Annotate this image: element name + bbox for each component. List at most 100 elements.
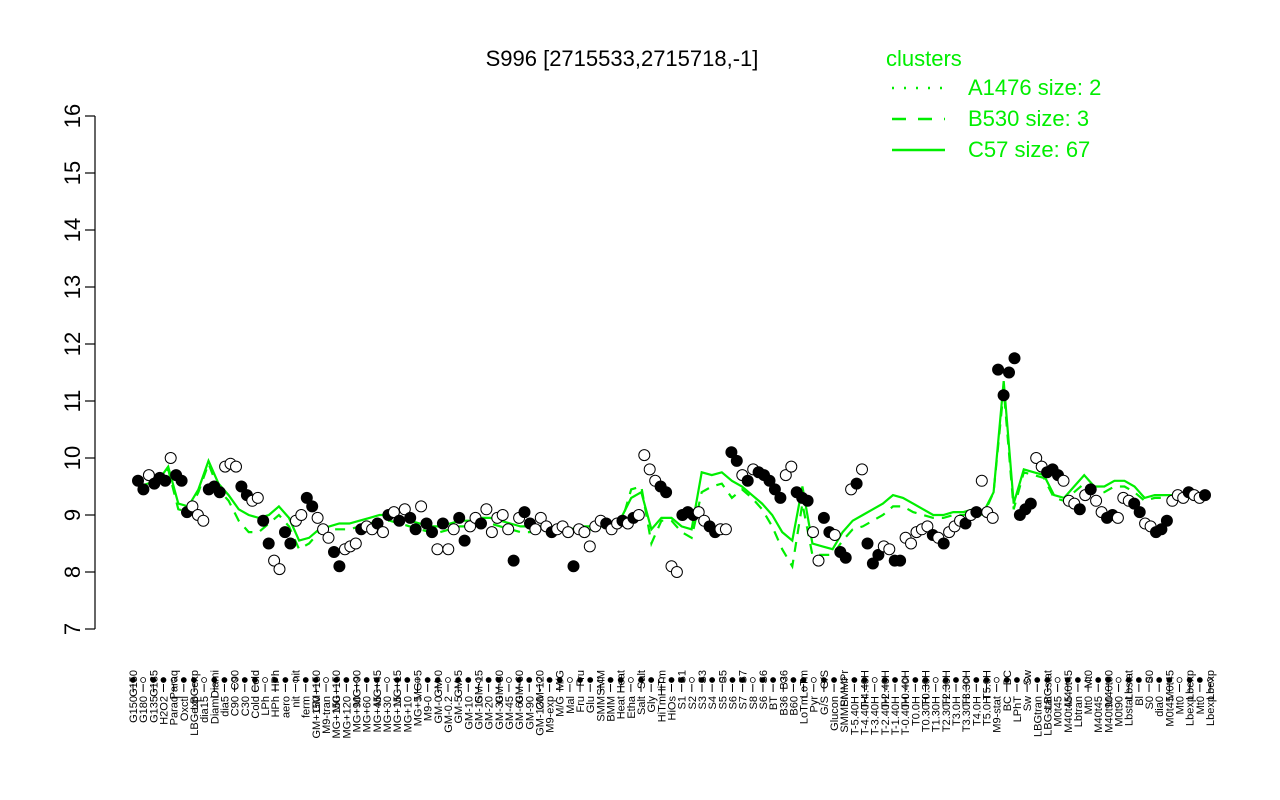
x-tick-mark [902,677,909,683]
x-tick-label-upper: G150 [128,670,140,697]
x-tick-mark [526,677,533,683]
x-tick-mark [1095,677,1102,683]
x-tick-mark [180,677,187,683]
x-tick-label: MG+45 [372,696,384,732]
x-tick-mark [323,677,329,683]
y-tick-label: 11 [60,390,85,413]
x-tick-label: MG+10 [402,696,414,732]
x-tick-mark [1207,677,1213,683]
data-point [317,523,330,536]
x-tick-mark [973,677,980,683]
x-tick-mark [922,677,929,683]
x-tick-mark [810,677,817,683]
x-tick-label-upper: M40t45 [1063,670,1075,707]
x-tick-mark [414,677,421,683]
data-point [398,503,411,516]
x-tick-mark [1014,677,1020,683]
data-point [807,526,819,539]
x-tick-mark [191,677,197,683]
data-point [268,554,281,567]
x-tick-mark [130,677,136,683]
data-point [670,566,683,578]
x-tick-label: H2O2 [158,696,170,725]
x-tick-label: S6 [758,696,770,709]
x-tick-label-upper: S5 [717,670,729,683]
x-tick-mark [150,677,157,683]
data-point [306,500,319,513]
x-tick-mark [353,677,360,683]
data-point [763,474,776,487]
data-point [774,491,787,504]
data-point [959,517,972,530]
data-point [785,460,798,473]
x-tick-mark [394,677,401,683]
x-tick-label-upper: B36 [778,670,790,690]
x-tick-label: LPh [260,696,272,716]
x-tick-label: M/G [555,696,567,717]
y-tick-label: 13 [60,275,85,299]
x-tick-mark [963,677,970,683]
x-tick-label: M0t45 [1164,696,1176,727]
data-point [1024,497,1037,510]
x-tick-mark [160,677,167,683]
x-tick-label-upper: T3.30H [961,670,973,706]
x-tick-mark [770,677,777,683]
data-point [502,523,515,536]
x-tick-mark [404,677,411,683]
x-tick-mark [241,677,248,683]
x-tick-label-upper: Paraq [169,670,181,699]
data-point [322,531,335,544]
x-tick-label: S2 [687,696,699,709]
data-point [137,483,150,496]
x-tick-label: T-1.40H [890,696,902,735]
x-tick-label: S3 [697,696,709,709]
x-tick-mark [688,677,695,683]
data-point [1003,366,1015,379]
x-tick-mark [993,677,1000,683]
x-tick-mark [1196,677,1203,683]
x-tick-mark [607,677,614,683]
x-tick-label-upper: Mt0 [1083,670,1095,688]
x-tick-mark [343,677,350,683]
x-tick-label: HiOs [667,696,679,721]
x-tick-label: GM-30 [494,696,506,730]
x-tick-label-upper: MG+150 [331,670,343,713]
data-point [333,560,346,573]
data-point [371,517,384,530]
x-tick-label: M0t45 [1053,696,1065,727]
data-point [921,520,934,533]
legend-label: B530 size: 3 [968,106,1089,131]
x-tick-label-upper: GM-60 [514,670,526,704]
x-tick-label: G135 [148,696,160,723]
y-tick-label: 16 [60,104,85,128]
x-tick-mark [658,677,665,683]
x-tick-label: M9-stat [992,696,1004,733]
data-point [1073,503,1086,516]
x-tick-label: MG+90 [352,696,364,732]
x-tick-mark [485,677,492,683]
data-point [262,537,275,550]
x-tick-label: G150 [128,696,140,723]
x-tick-mark [434,677,441,683]
x-tick-mark [617,677,624,683]
x-tick-label-upper: GM-15 [473,670,485,704]
x-tick-label: BC [1002,696,1014,711]
data-point [1008,352,1021,365]
data-point [475,517,487,530]
x-tick-label: HPh [270,696,282,717]
x-tick-mark [719,677,726,683]
x-tick-mark [536,677,543,683]
x-tick-label: T-2.40H [880,696,892,735]
data-point [1090,494,1103,507]
x-tick-mark [821,677,827,683]
x-tick-label-upper: G/S [819,670,831,689]
x-tick-label: GM-120 [534,696,546,736]
x-tick-mark [709,677,716,683]
x-tick-label-upper: S7 [738,670,750,683]
x-tick-mark [942,677,949,683]
x-tick-mark [597,677,604,683]
data-point [300,491,313,504]
data-point [567,560,580,573]
x-tick-mark [1135,677,1142,683]
